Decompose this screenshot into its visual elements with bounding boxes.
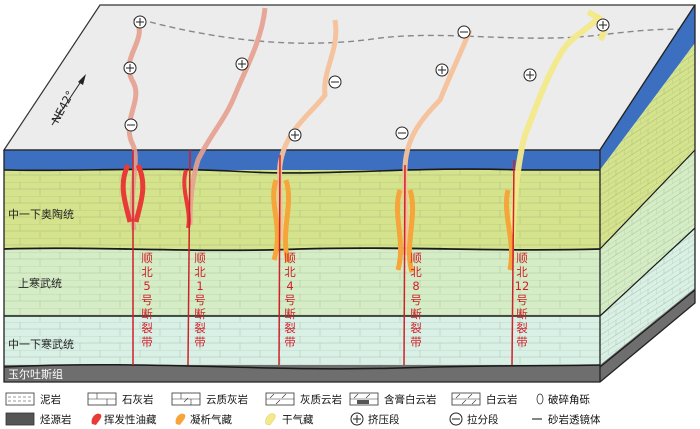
- legend-label-dolomite: 白云岩: [486, 393, 518, 406]
- legend-item-gypsum-dolomite: 含膏白云岩: [349, 392, 437, 406]
- condensate-gas-icon: [175, 413, 186, 425]
- legend-label-mudstone: 泥岩: [40, 393, 61, 406]
- legend-item-condensate-gas: 凝析气藏: [175, 413, 232, 426]
- legend-label-breccia: 破碎角砾: [548, 393, 590, 406]
- legend-item-breccia: 破碎角砾: [536, 393, 590, 406]
- legend-label-volatile-oil: 挥发性油藏: [104, 413, 157, 426]
- legend-item-dry-gas: 干气藏: [265, 413, 314, 426]
- legend-label-compressive-segment: 挤压段: [368, 413, 400, 426]
- legend-item-volatile-oil: 挥发性油藏: [91, 413, 157, 426]
- yuertusi-layer-side: [600, 288, 695, 382]
- legend-label-gypsum-dolomite: 含膏白云岩: [384, 393, 437, 406]
- segment-symbols: [123, 15, 610, 142]
- legend-label-limestone: 石灰岩: [122, 393, 154, 406]
- top-dashed-trace: [149, 21, 691, 44]
- fault-zone-5: [120, 16, 146, 365]
- legend-item-dolomitic-limestone: 云质灰岩: [171, 392, 248, 406]
- extensional-segment-icon: [449, 412, 463, 426]
- legend-item-calcareous-dolomite: 灰质云岩: [265, 392, 342, 406]
- legend: 泥岩 石灰岩 云质灰岩 灰质云岩 含膏白云岩 白云岩: [5, 392, 601, 426]
- fault-label-8: 顺北 8 号断裂带: [410, 251, 422, 349]
- legend-item-sandstone-lens: 砂岩透镜体: [532, 413, 601, 426]
- fault-label-4: 顺北 4 号断裂带: [284, 251, 296, 349]
- stratum-label-upper-cambrian: 上寒武统: [18, 276, 62, 290]
- legend-label-calcareous-dolomite: 灰质云岩: [300, 393, 342, 406]
- yuertusi-layer-front: [4, 365, 600, 382]
- fault-zone-4: [271, 19, 339, 366]
- legend-item-extensional-segment: 拉分段: [449, 412, 499, 426]
- stratum-label-mid-lower-cambrian: 中一下寒武统: [8, 337, 74, 351]
- legend-label-source-rock: 烃源岩: [40, 413, 72, 426]
- compressive-segment-icon: [350, 412, 364, 426]
- fault-label-5: 顺北 5 号断裂带: [141, 251, 153, 349]
- volatile-oil-icon: [91, 413, 102, 425]
- legend-item-dolomite: 白云岩: [451, 392, 518, 406]
- stratum-label-ordovician: 中一下奥陶统: [8, 207, 74, 221]
- legend-item-mudstone: 泥岩: [5, 392, 61, 406]
- legend-item-source-rock: 烃源岩: [5, 412, 72, 426]
- legend-item-limestone: 石灰岩: [87, 392, 154, 406]
- fault-zone-8: [394, 29, 473, 366]
- legend-item-compressive-segment: 挤压段: [350, 412, 400, 426]
- blue-layer-side: [600, 5, 695, 170]
- fault-zone-1: [182, 7, 268, 366]
- fault-label-12: 顺北 12 号断裂带: [515, 251, 530, 349]
- legend-label-sandstone-lens: 砂岩透镜体: [548, 413, 601, 426]
- legend-label-dry-gas: 干气藏: [282, 413, 314, 426]
- legend-label-dolomitic-limestone: 云质灰岩: [206, 393, 248, 406]
- blue-layer-front: [4, 150, 600, 170]
- dry-gas-icon: [265, 413, 276, 426]
- fault-label-1: 顺北 1 号断裂带: [194, 251, 206, 349]
- legend-label-extensional-segment: 拉分段: [467, 413, 499, 426]
- breccia-icon: [536, 393, 544, 405]
- legend-label-condensate-gas: 凝析气藏: [190, 413, 232, 426]
- stratum-label-yuertusi: 玉尔吐斯组: [8, 367, 63, 381]
